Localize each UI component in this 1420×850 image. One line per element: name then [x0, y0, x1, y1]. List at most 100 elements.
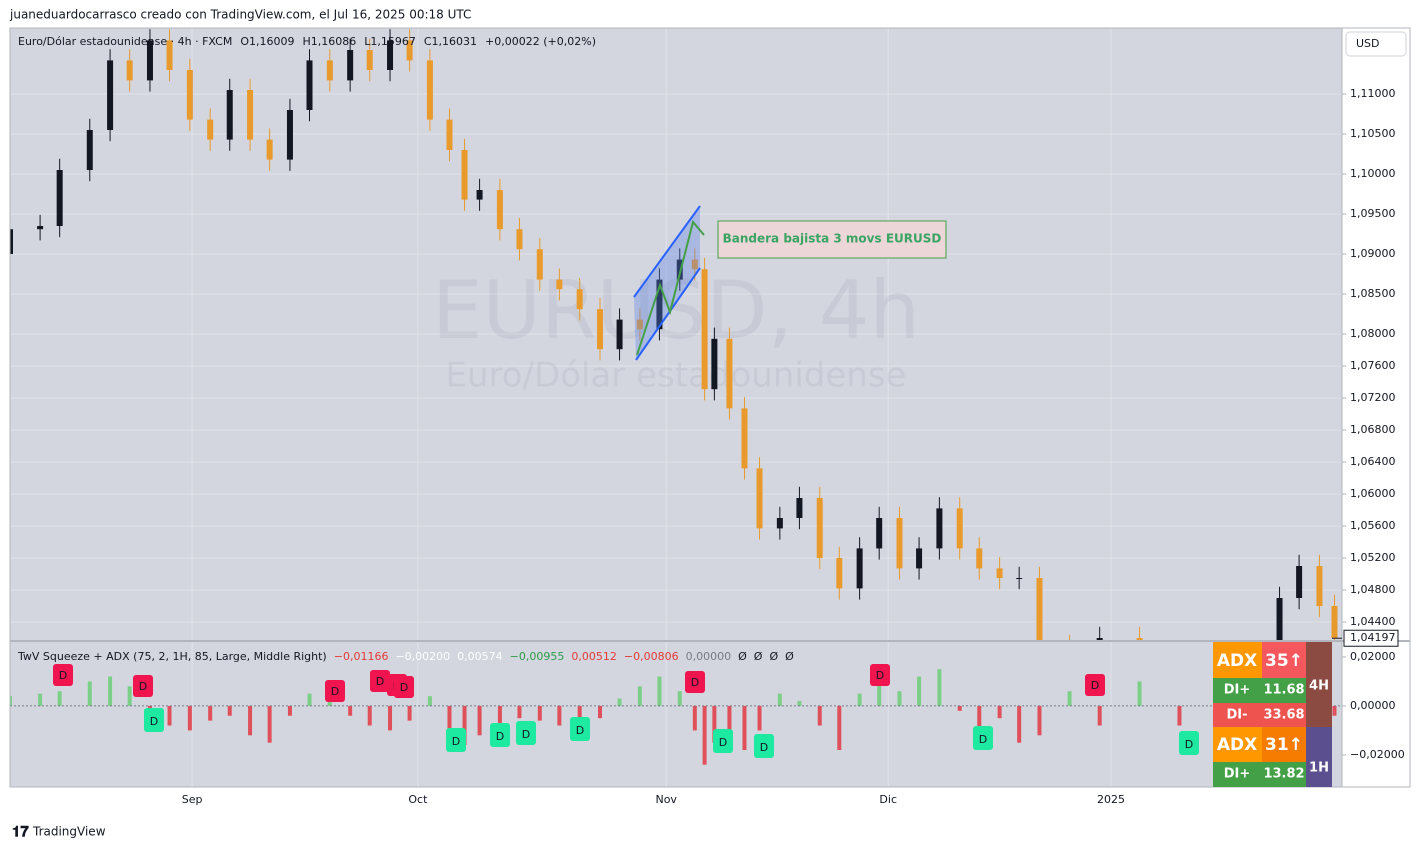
divergence-marker	[973, 726, 993, 750]
histogram-bar	[477, 705, 482, 736]
indicator-value: −0,00806	[624, 650, 679, 663]
watermark: EURUSD, 4h	[432, 264, 920, 357]
candle-body	[711, 338, 718, 390]
histogram-bar	[1332, 705, 1337, 716]
candle-body	[1331, 606, 1338, 638]
ohlc-value: O1,16009	[240, 35, 294, 48]
candle-body	[556, 279, 563, 290]
symbol-legend: Euro/Dólar estadounidense · 4h · FXCM O1,…	[18, 35, 596, 48]
histogram-bar	[127, 686, 132, 706]
cell	[1306, 642, 1332, 727]
candle-body	[756, 468, 763, 529]
divergence-marker	[490, 723, 510, 747]
histogram-bar	[702, 705, 707, 765]
divergence-marker	[133, 675, 153, 697]
divergence-marker	[870, 664, 890, 686]
candle-body	[1036, 578, 1043, 641]
histogram-bar	[87, 681, 92, 706]
candle-body	[107, 60, 114, 130]
histogram-bar	[997, 705, 1002, 719]
y-tick-label: 1,05200	[1350, 551, 1396, 564]
flag-channel	[634, 206, 700, 360]
histogram-bar	[462, 705, 467, 746]
divergence-marker	[144, 708, 164, 732]
histogram-bar	[677, 691, 682, 706]
candle-body	[476, 190, 483, 200]
currency-button[interactable]	[1345, 31, 1407, 57]
histogram-bar	[388, 705, 393, 731]
indicator-value: 0,00574	[457, 650, 503, 663]
y-tick-label: 1,06400	[1350, 455, 1396, 468]
adx-label: ADX	[1217, 735, 1257, 755]
candle-body	[266, 139, 273, 160]
y-tick-label: 1,04400	[1350, 615, 1396, 628]
indicator-value: 0,00512	[571, 650, 617, 663]
marker-label: D	[522, 728, 530, 741]
marker-label: D	[452, 735, 460, 748]
candle-body	[976, 548, 983, 569]
marker-label: D	[1185, 738, 1193, 751]
histogram-bar	[777, 693, 782, 706]
annotation-box	[717, 220, 947, 259]
currency-label[interactable]: USD	[1356, 37, 1380, 50]
indicator-value: −0,00200	[395, 650, 450, 663]
histogram-bar	[692, 705, 697, 731]
candle-body	[306, 60, 313, 110]
histogram-bar	[497, 705, 502, 726]
divergence-marker	[1179, 731, 1199, 755]
candle-body	[186, 70, 193, 120]
candle-body	[326, 60, 333, 81]
candle-body	[816, 498, 823, 558]
divergence-marker	[370, 670, 390, 692]
marker-label: D	[376, 675, 384, 688]
histogram-bar	[797, 701, 802, 706]
grid	[10, 28, 1342, 787]
candle-body	[56, 170, 63, 226]
candle-body	[956, 508, 963, 549]
histogram-bar	[108, 676, 113, 706]
histogram-bar	[227, 705, 232, 716]
histogram-bar	[742, 705, 747, 751]
cell	[1213, 642, 1262, 678]
histogram-bar	[367, 705, 372, 726]
candle-body	[701, 269, 708, 390]
candle-body	[996, 568, 1003, 578]
channel-line	[635, 267, 701, 361]
marker-label: D	[979, 733, 987, 746]
indicator-value: −0,00955	[510, 650, 565, 663]
cell	[1213, 703, 1306, 727]
candle-body	[741, 408, 748, 469]
candle-body	[406, 40, 413, 61]
histogram-bar	[617, 698, 622, 706]
di-minus-label: DI-	[1226, 708, 1247, 723]
cell	[1213, 762, 1306, 787]
histogram-bar	[267, 705, 272, 743]
histogram-bar	[877, 681, 882, 706]
divergence-marker	[570, 717, 590, 741]
y-tick-label: 1,09500	[1350, 207, 1396, 220]
candle-body	[446, 119, 453, 150]
y-tick-label: 1,05600	[1350, 519, 1396, 532]
timeframe: 4H	[1309, 679, 1329, 694]
candle-body	[676, 259, 683, 280]
candle-body	[86, 130, 93, 170]
histogram-bar	[897, 691, 902, 706]
histogram-bar	[917, 676, 922, 706]
divergence-marker	[53, 664, 73, 686]
histogram-bar	[407, 705, 412, 721]
ohlc-value: H1,16086	[302, 35, 356, 48]
footer-brand: TradingView	[32, 825, 106, 839]
marker-label: D	[331, 685, 339, 698]
y-tick-label: 1,10000	[1350, 167, 1396, 180]
y-tick-label: 1,10500	[1350, 127, 1396, 140]
histogram-bar	[57, 691, 62, 706]
candle-body	[1016, 578, 1023, 579]
marker-label: D	[719, 736, 727, 749]
frame	[9, 27, 1411, 788]
candle-body	[516, 229, 523, 250]
histogram-bar	[287, 705, 292, 716]
candle-body	[496, 190, 503, 230]
histogram-bar	[1137, 681, 1142, 706]
histogram-bar	[348, 705, 353, 716]
